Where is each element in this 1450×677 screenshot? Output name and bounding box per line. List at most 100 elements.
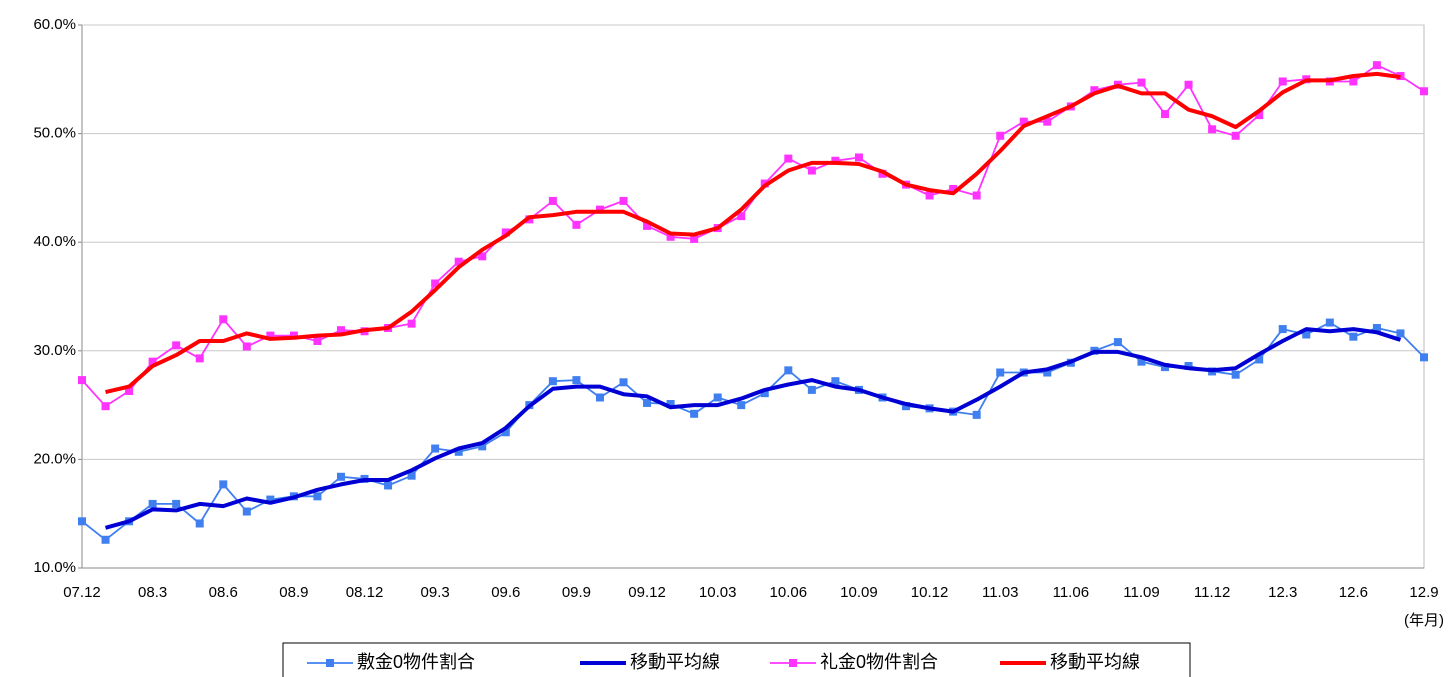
data-point xyxy=(172,341,181,350)
data-point xyxy=(548,377,557,386)
data-point xyxy=(1278,77,1287,86)
data-point xyxy=(1349,77,1358,86)
legend-box xyxy=(282,642,1191,677)
x-axis-unit: (年月) xyxy=(1404,612,1444,629)
data-point xyxy=(1043,117,1052,126)
data-point xyxy=(1372,61,1381,70)
data-point xyxy=(643,221,652,230)
y-tick-label: 60.0% xyxy=(33,16,76,33)
x-tick-label: 12.3 xyxy=(1268,584,1297,601)
data-point xyxy=(407,319,416,328)
x-tick-label: 08.3 xyxy=(138,584,167,601)
y-tick-label: 30.0% xyxy=(33,342,76,359)
data-point xyxy=(1255,355,1264,364)
data-point xyxy=(972,410,981,419)
data-point xyxy=(101,402,110,411)
legend-label: 敷金0物件割合 xyxy=(357,652,475,672)
data-point xyxy=(1231,370,1240,379)
data-point xyxy=(690,234,699,243)
series-line xyxy=(104,327,1402,530)
data-point xyxy=(1137,78,1146,87)
data-point xyxy=(1396,329,1405,338)
data-point xyxy=(760,389,769,398)
data-point xyxy=(78,517,86,526)
x-tick-label: 10.03 xyxy=(699,584,737,601)
data-point xyxy=(336,472,345,481)
data-point xyxy=(219,315,228,324)
data-point xyxy=(1137,357,1146,366)
x-tick-label: 10.06 xyxy=(770,584,808,601)
series-line xyxy=(105,71,1401,395)
data-point xyxy=(1302,330,1311,339)
x-tick-label: 08.12 xyxy=(346,584,384,601)
x-tick-label: 07.12 xyxy=(63,584,101,601)
data-point xyxy=(431,279,440,288)
data-point xyxy=(101,535,110,544)
data-point xyxy=(242,342,251,351)
x-tick-label: 08.9 xyxy=(279,584,308,601)
data-point xyxy=(737,212,746,221)
data-point xyxy=(666,232,675,241)
y-tick-label: 40.0% xyxy=(33,233,76,250)
data-point xyxy=(713,393,722,402)
data-point xyxy=(1043,368,1052,377)
data-point xyxy=(195,354,204,363)
data-point xyxy=(289,331,298,340)
x-tick-label: 11.03 xyxy=(982,584,1018,601)
data-point xyxy=(1255,111,1264,120)
data-point xyxy=(807,385,816,394)
data-point xyxy=(336,326,345,335)
legend-marker xyxy=(789,659,797,667)
data-point xyxy=(501,228,510,237)
x-tick-label: 09.9 xyxy=(562,584,591,601)
data-point xyxy=(925,191,934,200)
data-point xyxy=(1184,362,1193,371)
data-point xyxy=(737,401,746,410)
data-point xyxy=(478,252,487,261)
x-tick-label: 11.06 xyxy=(1053,584,1089,601)
data-point xyxy=(1161,363,1170,372)
data-point xyxy=(219,480,228,489)
data-point xyxy=(831,156,840,165)
data-point xyxy=(1090,86,1099,95)
data-point xyxy=(1113,338,1122,347)
data-point xyxy=(619,196,628,205)
x-tick-label: 09.12 xyxy=(628,584,666,601)
data-point xyxy=(501,428,510,437)
data-point xyxy=(78,376,86,385)
data-point xyxy=(266,331,275,340)
data-point xyxy=(972,191,981,200)
data-point xyxy=(572,220,581,229)
data-point xyxy=(478,442,487,451)
data-point xyxy=(1184,80,1193,89)
x-tick-label: 12.9 xyxy=(1409,584,1438,601)
x-tick-label: 11.09 xyxy=(1123,584,1159,601)
x-tick-label: 10.09 xyxy=(840,584,878,601)
data-point xyxy=(1161,110,1170,119)
x-tick-label: 11.12 xyxy=(1194,584,1230,601)
data-point xyxy=(572,376,581,385)
data-point xyxy=(431,444,440,453)
data-point xyxy=(548,196,557,205)
x-tick-label: 10.12 xyxy=(911,584,949,601)
legend-label: 礼金0物件割合 xyxy=(820,652,938,672)
data-point xyxy=(619,378,628,387)
legend-label: 移動平均線 xyxy=(1050,652,1140,672)
y-tick-label: 50.0% xyxy=(33,125,76,142)
data-point xyxy=(996,131,1005,140)
data-point xyxy=(666,400,675,409)
data-point xyxy=(384,481,393,490)
data-point xyxy=(148,357,157,366)
data-point xyxy=(831,377,840,386)
data-point xyxy=(195,519,204,528)
data-point xyxy=(1278,325,1287,334)
legend-marker xyxy=(326,659,334,667)
x-tick-label: 12.6 xyxy=(1339,584,1368,601)
data-point xyxy=(996,368,1005,377)
data-point xyxy=(148,499,157,508)
data-point xyxy=(1325,318,1334,327)
y-tick-label: 20.0% xyxy=(33,450,76,467)
data-point xyxy=(454,257,463,266)
